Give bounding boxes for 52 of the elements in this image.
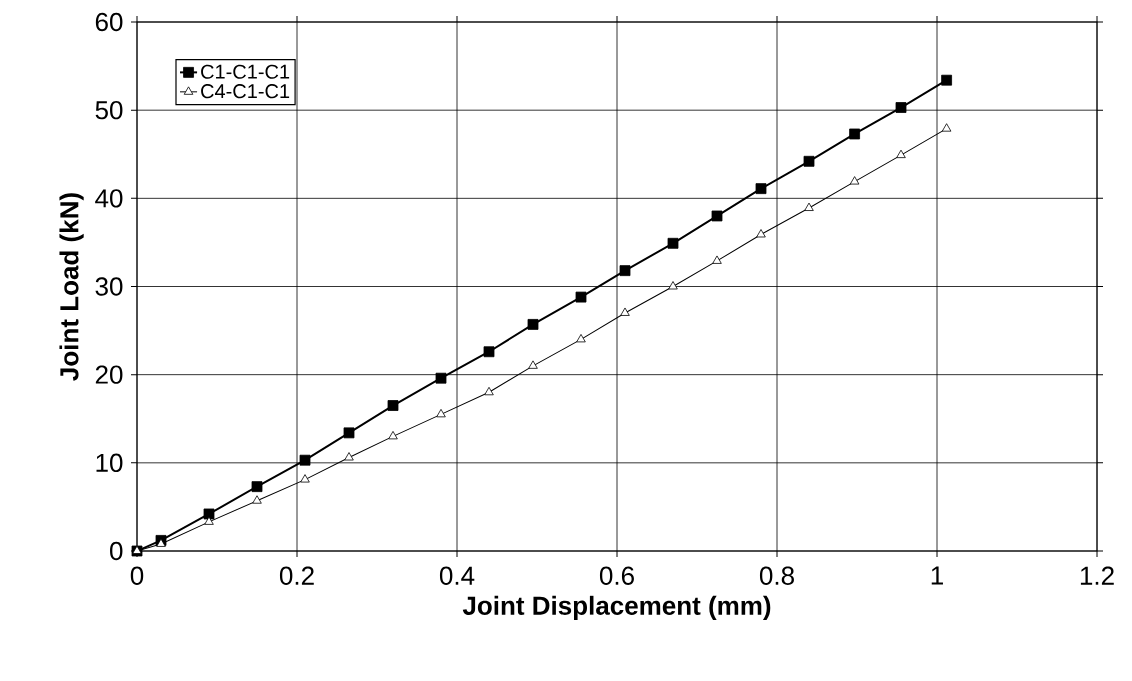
x-tick-label: 1 bbox=[931, 566, 943, 585]
point bbox=[252, 495, 262, 504]
y-tick-label: 0 bbox=[110, 541, 123, 561]
legend-label: C4-C1-C1 bbox=[201, 84, 290, 99]
point bbox=[619, 265, 631, 277]
point bbox=[849, 128, 861, 140]
x-tick-label: 0.2 bbox=[279, 566, 314, 585]
point bbox=[667, 237, 679, 249]
point bbox=[388, 430, 398, 440]
point bbox=[803, 155, 815, 167]
point bbox=[575, 291, 587, 303]
point bbox=[436, 408, 446, 418]
x-axis-title: Joint Displacement (mm) bbox=[462, 595, 771, 621]
y-axis-title: Joint Load (kN) bbox=[59, 193, 84, 381]
point bbox=[668, 281, 678, 290]
point bbox=[299, 454, 311, 466]
point bbox=[756, 229, 766, 238]
point bbox=[941, 123, 952, 132]
point bbox=[344, 452, 354, 461]
y-tick-label: 60 bbox=[95, 12, 123, 32]
point bbox=[896, 149, 906, 159]
y-tick-label: 40 bbox=[95, 189, 123, 208]
point bbox=[527, 319, 539, 330]
point bbox=[712, 255, 722, 264]
point bbox=[204, 516, 214, 525]
x-tick-label: 0.6 bbox=[599, 566, 634, 585]
point bbox=[528, 360, 538, 369]
y-tick-label: 20 bbox=[95, 365, 123, 384]
x-tick-label: 1.2 bbox=[1080, 566, 1114, 585]
point bbox=[895, 102, 907, 113]
point bbox=[343, 427, 355, 439]
point bbox=[203, 508, 215, 520]
point bbox=[941, 74, 953, 86]
point bbox=[251, 481, 263, 493]
point bbox=[300, 474, 310, 483]
x-tick-label: 0.4 bbox=[439, 566, 475, 585]
point bbox=[755, 183, 767, 195]
y-tick-label: 30 bbox=[95, 277, 123, 296]
point bbox=[620, 307, 630, 316]
x-tick-label: 0.8 bbox=[759, 566, 794, 585]
point bbox=[483, 346, 495, 358]
point bbox=[711, 210, 723, 222]
point bbox=[804, 202, 814, 211]
point bbox=[576, 334, 586, 343]
y-tick-label: 50 bbox=[95, 100, 123, 120]
point bbox=[849, 176, 860, 185]
legend-label: C1-C1-C1 bbox=[201, 64, 290, 79]
point bbox=[387, 400, 399, 411]
point bbox=[435, 372, 447, 384]
point bbox=[484, 386, 494, 396]
y-tick-label: 10 bbox=[96, 453, 123, 473]
x-tick-label: 0 bbox=[130, 566, 144, 585]
